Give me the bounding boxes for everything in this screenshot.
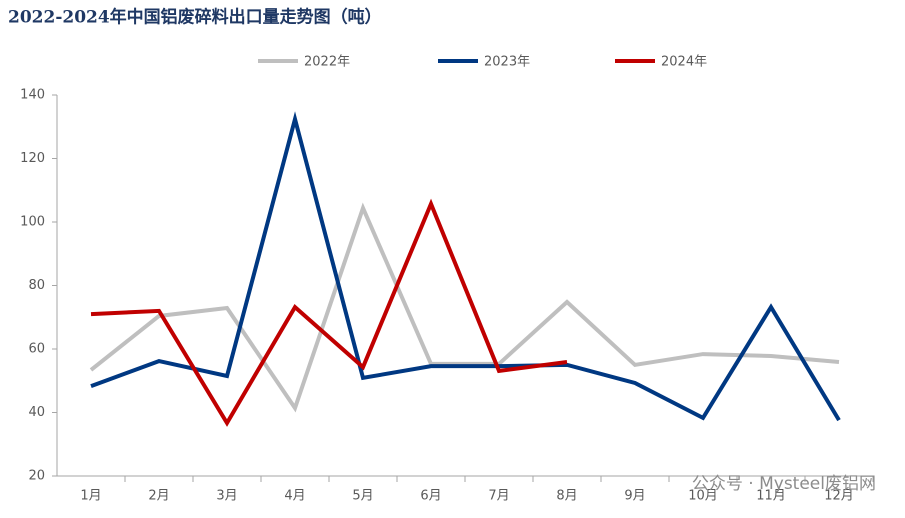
x-tick-label: 8月 (556, 489, 577, 504)
y-tick-label: 120 (20, 151, 45, 166)
x-tick-label: 6月 (420, 489, 441, 504)
legend-label: 2022年 (304, 55, 350, 70)
legend-label: 2023年 (484, 55, 530, 70)
x-tick-label: 2月 (148, 489, 169, 504)
y-tick-label: 20 (28, 469, 45, 484)
series-line (90, 198, 568, 427)
series-line (90, 111, 841, 422)
x-tick-label: 11月 (756, 489, 786, 504)
x-tick-label: 7月 (488, 489, 509, 504)
y-tick-label: 100 (20, 215, 45, 230)
y-tick-label: 80 (28, 278, 45, 293)
x-tick-label: 10月 (688, 489, 718, 504)
x-tick-label: 4月 (284, 489, 305, 504)
x-tick-label: 5月 (352, 489, 373, 504)
watermark: 公众号 · Mysteel废铝网 (692, 474, 876, 494)
x-tick-label: 12月 (824, 489, 854, 504)
x-tick-label: 1月 (80, 489, 101, 504)
series-line (89, 202, 840, 413)
y-tick-label: 60 (28, 342, 45, 357)
y-tick-label: 140 (20, 88, 45, 103)
y-tick-label: 40 (28, 405, 45, 420)
x-tick-label: 3月 (216, 489, 237, 504)
x-tick-label: 9月 (624, 489, 645, 504)
legend-label: 2024年 (661, 55, 707, 70)
chart-title: 2022-2024年中国铝废碎料出口量走势图（吨） (8, 7, 382, 28)
